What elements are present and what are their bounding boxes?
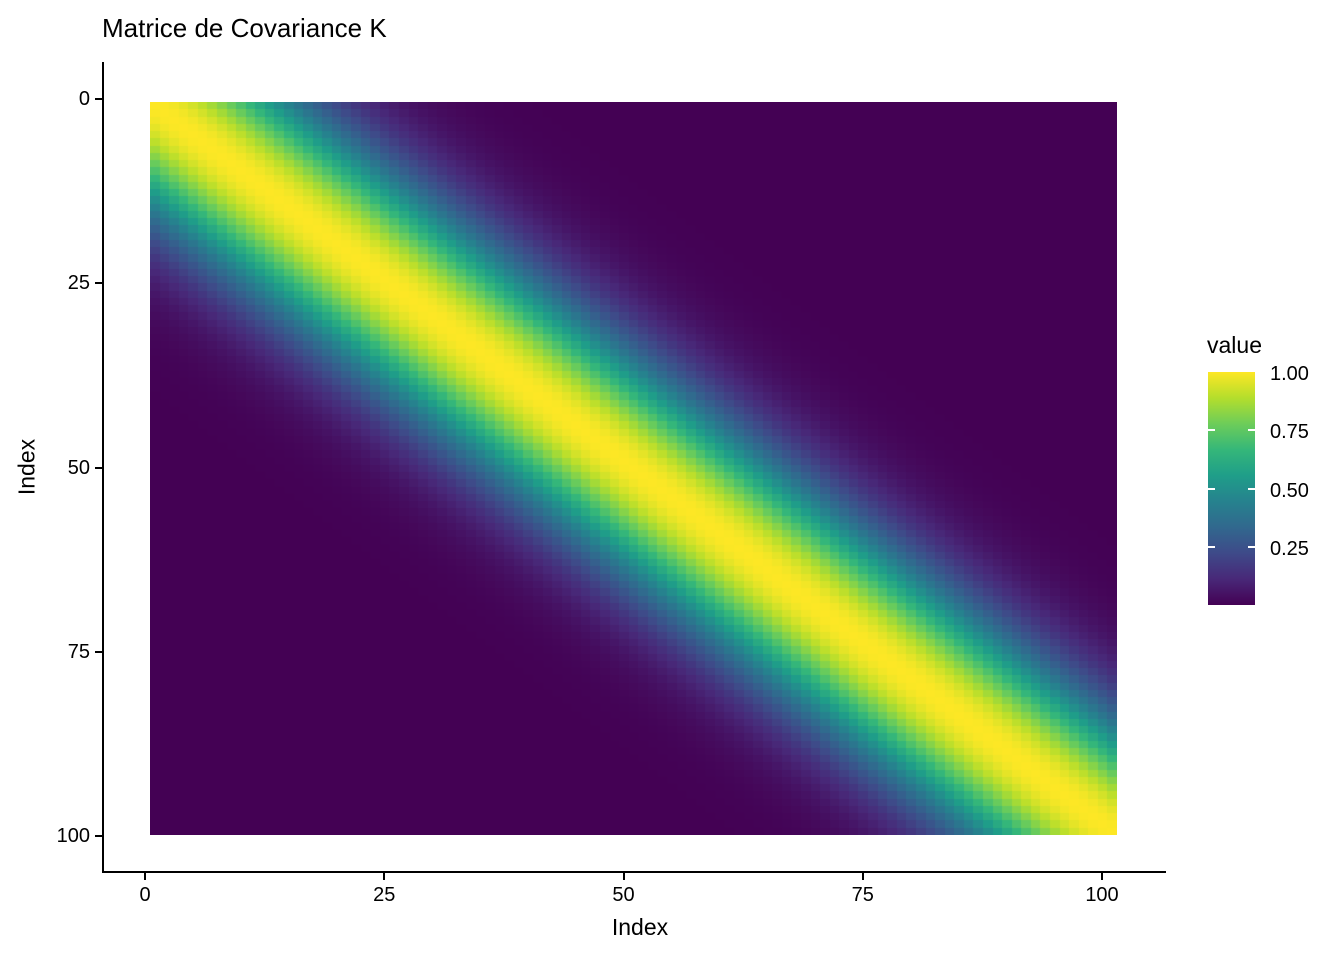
x-tick-mark <box>144 873 146 880</box>
x-tick-label: 25 <box>373 884 396 906</box>
legend-title: value <box>1207 332 1262 358</box>
legend-tick-label: 0.75 <box>1270 421 1309 444</box>
x-tick-label: 0 <box>139 884 151 906</box>
y-tick-mark <box>95 650 102 653</box>
legend-tick-label: 1.00 <box>1270 363 1309 385</box>
legend: value 1.00 0.75 0.50 0.25 <box>1190 330 1344 620</box>
y-tick-mark <box>95 466 102 469</box>
y-tick-label: 75 <box>67 640 90 663</box>
y-tick-mark <box>95 98 102 100</box>
x-axis-line <box>102 871 1166 873</box>
x-axis-title: Index <box>611 914 669 940</box>
chart-title: Matrice de Covariance K <box>102 13 387 43</box>
heatmap-plot-area <box>150 102 1117 835</box>
x-tick-label: 75 <box>851 884 874 906</box>
x-tick-mark <box>383 873 386 880</box>
x-tick-label: 50 <box>612 884 635 906</box>
legend-tick-dash <box>1248 545 1255 548</box>
y-tick-mark <box>95 282 102 285</box>
x-tick-label: 100 <box>1085 884 1119 906</box>
legend-tick-dash <box>1208 429 1215 432</box>
y-axis-line <box>102 62 104 873</box>
y-tick-label: 0 <box>78 88 90 110</box>
legend-colorbar <box>1208 372 1255 605</box>
x-tick-mark <box>861 873 864 880</box>
legend-tick-dash <box>1208 487 1215 490</box>
y-tick-mark <box>95 835 102 837</box>
legend-tick-dash <box>1248 429 1255 432</box>
x-tick-mark <box>1101 873 1103 880</box>
legend-tick-dash <box>1208 545 1215 548</box>
y-tick-label: 25 <box>67 272 90 295</box>
x-tick-mark <box>622 873 625 880</box>
y-tick-label: 100 <box>56 825 90 847</box>
legend-tick-label: 0.25 <box>1270 537 1309 560</box>
legend-tick-label: 0.50 <box>1270 479 1309 502</box>
y-tick-label: 50 <box>67 456 90 479</box>
legend-tick-dash <box>1248 487 1255 490</box>
